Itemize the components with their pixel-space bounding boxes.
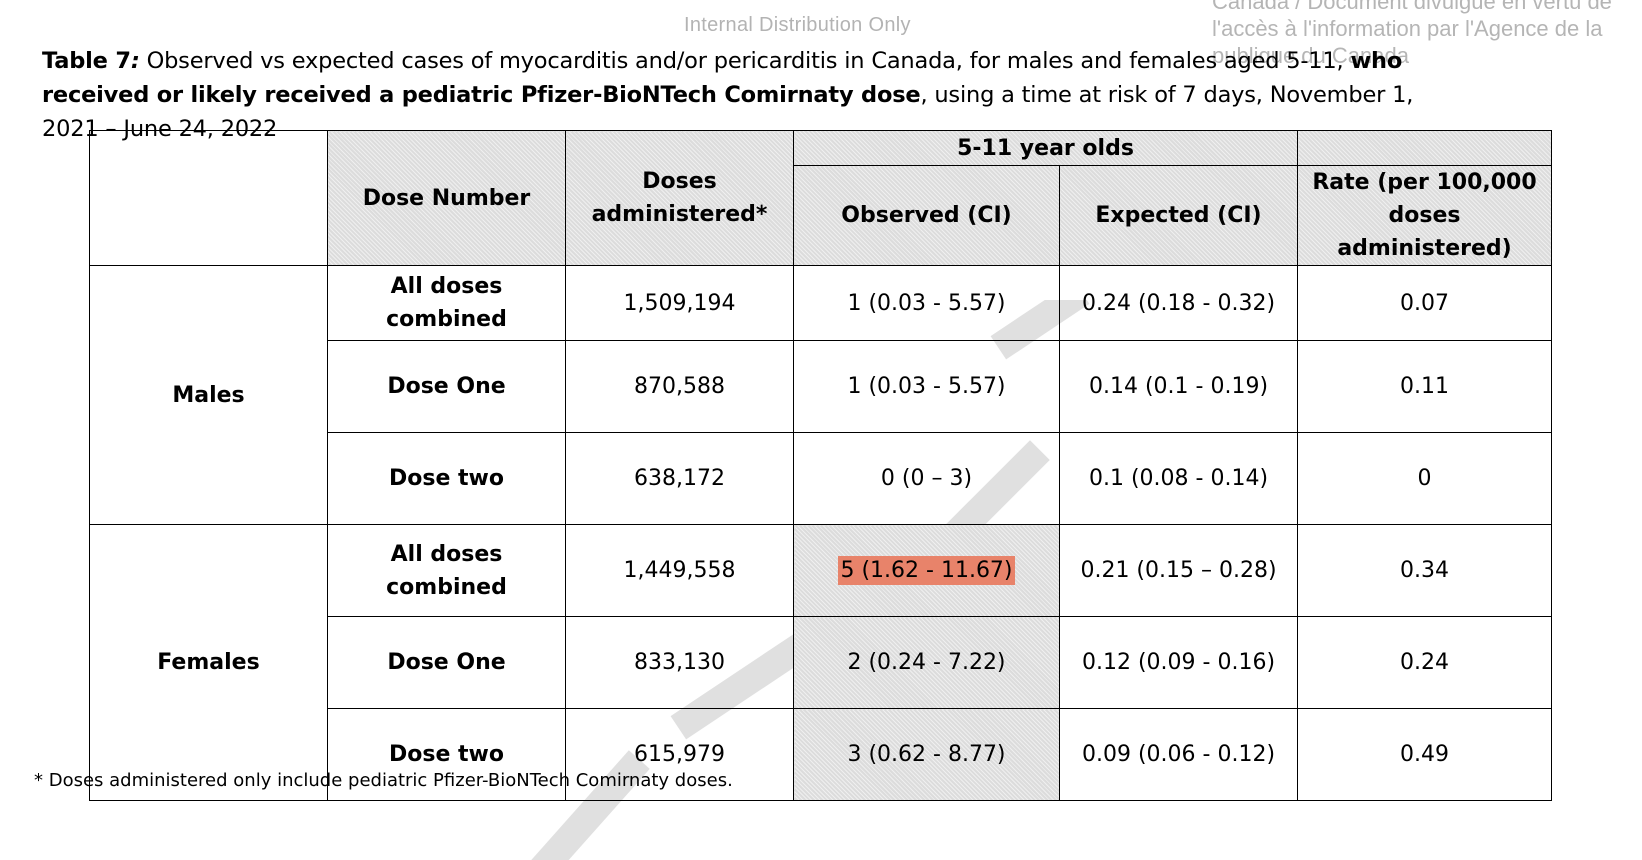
observed-cell: 3 (0.62 - 8.77) bbox=[793, 708, 1060, 801]
dose-label: All doses combined bbox=[327, 265, 566, 341]
table-row: Dose One 833,130 2 (0.24 - 7.22) 0.12 (0… bbox=[90, 616, 1553, 709]
expected-cell: 0.1 (0.08 - 0.14) bbox=[1058, 432, 1299, 525]
empty-corner-cell bbox=[89, 130, 328, 266]
expected-cell: 0.21 (0.15 – 0.28) bbox=[1058, 524, 1299, 617]
rate-cell: 0 bbox=[1297, 432, 1553, 525]
header-age-group: 5-11 year olds bbox=[792, 130, 1299, 166]
header-observed: Observed (CI) bbox=[793, 165, 1060, 266]
sex-label-males: Males bbox=[89, 265, 328, 525]
header-rate: Rate (per 100,000 doses administered) bbox=[1297, 165, 1553, 266]
stamp-line-2: l'accès à l'information par l'Agence de … bbox=[1212, 16, 1603, 41]
rate-cell: 0.24 bbox=[1297, 616, 1553, 709]
sex-label-females: Females bbox=[89, 524, 328, 801]
expected-cell: 0.24 (0.18 - 0.32) bbox=[1058, 265, 1299, 341]
dose-label: All doses combined bbox=[327, 524, 566, 617]
table-row: Females All doses combined 1,449,558 5 (… bbox=[89, 524, 1553, 801]
observed-cell: 0 (0 – 3) bbox=[793, 432, 1060, 525]
header-dose-number: Dose Number bbox=[327, 130, 566, 266]
expected-cell: 0.14 (0.1 - 0.19) bbox=[1058, 340, 1299, 433]
dose-label: Dose two bbox=[327, 432, 566, 525]
dose-label: Dose two bbox=[327, 708, 566, 801]
caption-text: Observed vs expected cases of myocarditi… bbox=[139, 48, 1351, 74]
table-row: Males All doses combined 1,509,194 1 (0.… bbox=[89, 265, 1553, 525]
observed-cell-highlighted: 5 (1.62 - 11.67) bbox=[793, 524, 1060, 617]
rate-cell: 0.11 bbox=[1297, 340, 1553, 433]
administered-cell: 638,172 bbox=[565, 432, 794, 525]
table-footnote: * Doses administered only include pediat… bbox=[34, 770, 733, 791]
myocarditis-table: Dose Number Doses administered* 5-11 yea… bbox=[89, 130, 1553, 801]
rate-cell: 0.49 bbox=[1297, 708, 1553, 801]
administered-cell: 1,509,194 bbox=[565, 265, 794, 341]
access-to-information-stamp: Canada / Document divulgué en vertu de l… bbox=[1212, 0, 1642, 69]
dose-label: Dose One bbox=[327, 616, 566, 709]
caption-bold-phrase: who received or likely received a pediat… bbox=[42, 48, 1403, 108]
stamp-line-1: Canada / Document divulgué en vertu de bbox=[1212, 0, 1612, 14]
table-row: Dose two 615,979 3 (0.62 - 8.77) 0.09 (0… bbox=[90, 708, 1553, 801]
administered-cell: 833,130 bbox=[565, 616, 794, 709]
dose-label: Dose One bbox=[327, 340, 566, 433]
table-row: Dose two 638,172 0 (0 – 3) 0.1 (0.08 - 0… bbox=[90, 432, 1553, 525]
caption-colon: : bbox=[130, 48, 140, 74]
administered-cell: 870,588 bbox=[565, 340, 794, 433]
caption-label: Table 7 bbox=[42, 48, 131, 74]
observed-cell: 1 (0.03 - 5.57) bbox=[793, 265, 1060, 341]
observed-cell: 1 (0.03 - 5.57) bbox=[793, 340, 1060, 433]
header-blank bbox=[1297, 130, 1553, 166]
header-doses-administered: Doses administered* bbox=[565, 130, 794, 266]
rate-cell: 0.07 bbox=[1297, 265, 1553, 341]
header-expected: Expected (CI) bbox=[1058, 165, 1299, 266]
stamp-line-3: publique du Canada bbox=[1212, 43, 1409, 68]
expected-cell: 0.12 (0.09 - 0.16) bbox=[1058, 616, 1299, 709]
rate-cell: 0.34 bbox=[1297, 524, 1553, 617]
administered-cell: 615,979 bbox=[565, 708, 794, 801]
observed-cell: 2 (0.24 - 7.22) bbox=[793, 616, 1060, 709]
highlight-mark: 5 (1.62 - 11.67) bbox=[838, 556, 1015, 585]
administered-cell: 1,449,558 bbox=[565, 524, 794, 617]
internal-distribution-watermark: Internal Distribution Only bbox=[684, 14, 911, 36]
expected-cell: 0.09 (0.06 - 0.12) bbox=[1058, 708, 1299, 801]
